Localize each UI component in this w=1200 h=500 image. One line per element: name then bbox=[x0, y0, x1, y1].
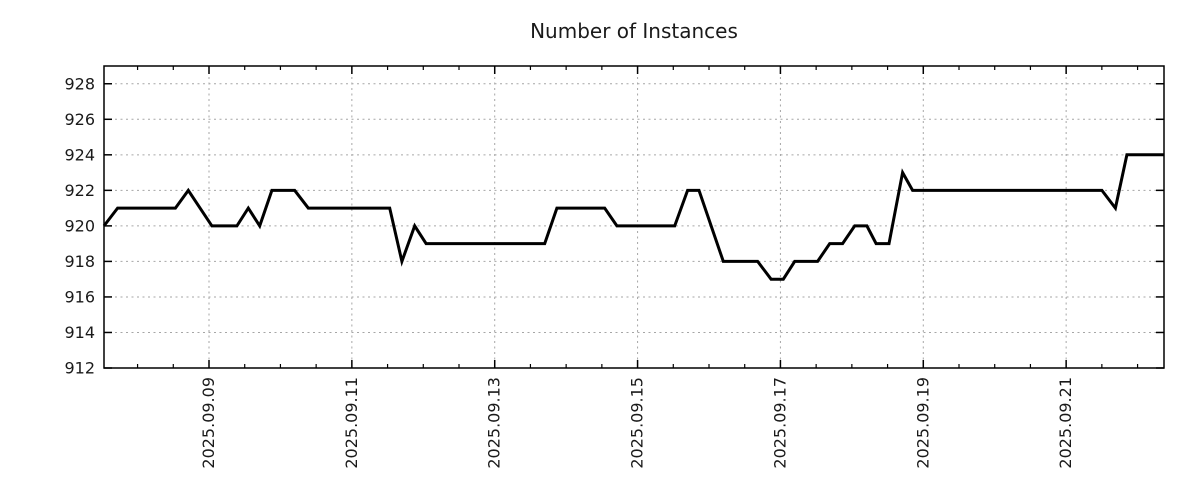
y-tick-label: 912 bbox=[64, 359, 95, 378]
y-tick-label: 924 bbox=[64, 145, 95, 164]
series-layer bbox=[102, 153, 1164, 281]
x-tick-label: 2025.09.21 bbox=[1056, 377, 1075, 469]
y-tick-label: 928 bbox=[64, 74, 95, 93]
x-tick-label: 2025.09.13 bbox=[485, 377, 504, 469]
y-tick-label: 918 bbox=[64, 252, 95, 271]
chart-title: Number of Instances bbox=[530, 19, 738, 43]
y-tick-label: 922 bbox=[64, 181, 95, 200]
y-tick-label: 920 bbox=[64, 216, 95, 235]
y-tick-label: 926 bbox=[64, 110, 95, 129]
x-tick-label: 2025.09.19 bbox=[913, 377, 932, 469]
plot-border-rect bbox=[103, 65, 1165, 369]
series-line-instances bbox=[102, 153, 1164, 281]
y-tick-label: 916 bbox=[64, 287, 95, 306]
y-tick-label: 914 bbox=[64, 323, 95, 342]
x-tick-label: 2025.09.17 bbox=[770, 377, 789, 469]
plot-border bbox=[103, 65, 1165, 369]
x-tick-label: 2025.09.11 bbox=[342, 377, 361, 469]
axis-tick-labels: 912 914 916 918 920 922 924 926 928 2025.09.09 202… bbox=[64, 74, 1075, 468]
x-tick-label: 2025.09.15 bbox=[628, 377, 647, 469]
x-tick-label: 2025.09.09 bbox=[199, 377, 218, 469]
